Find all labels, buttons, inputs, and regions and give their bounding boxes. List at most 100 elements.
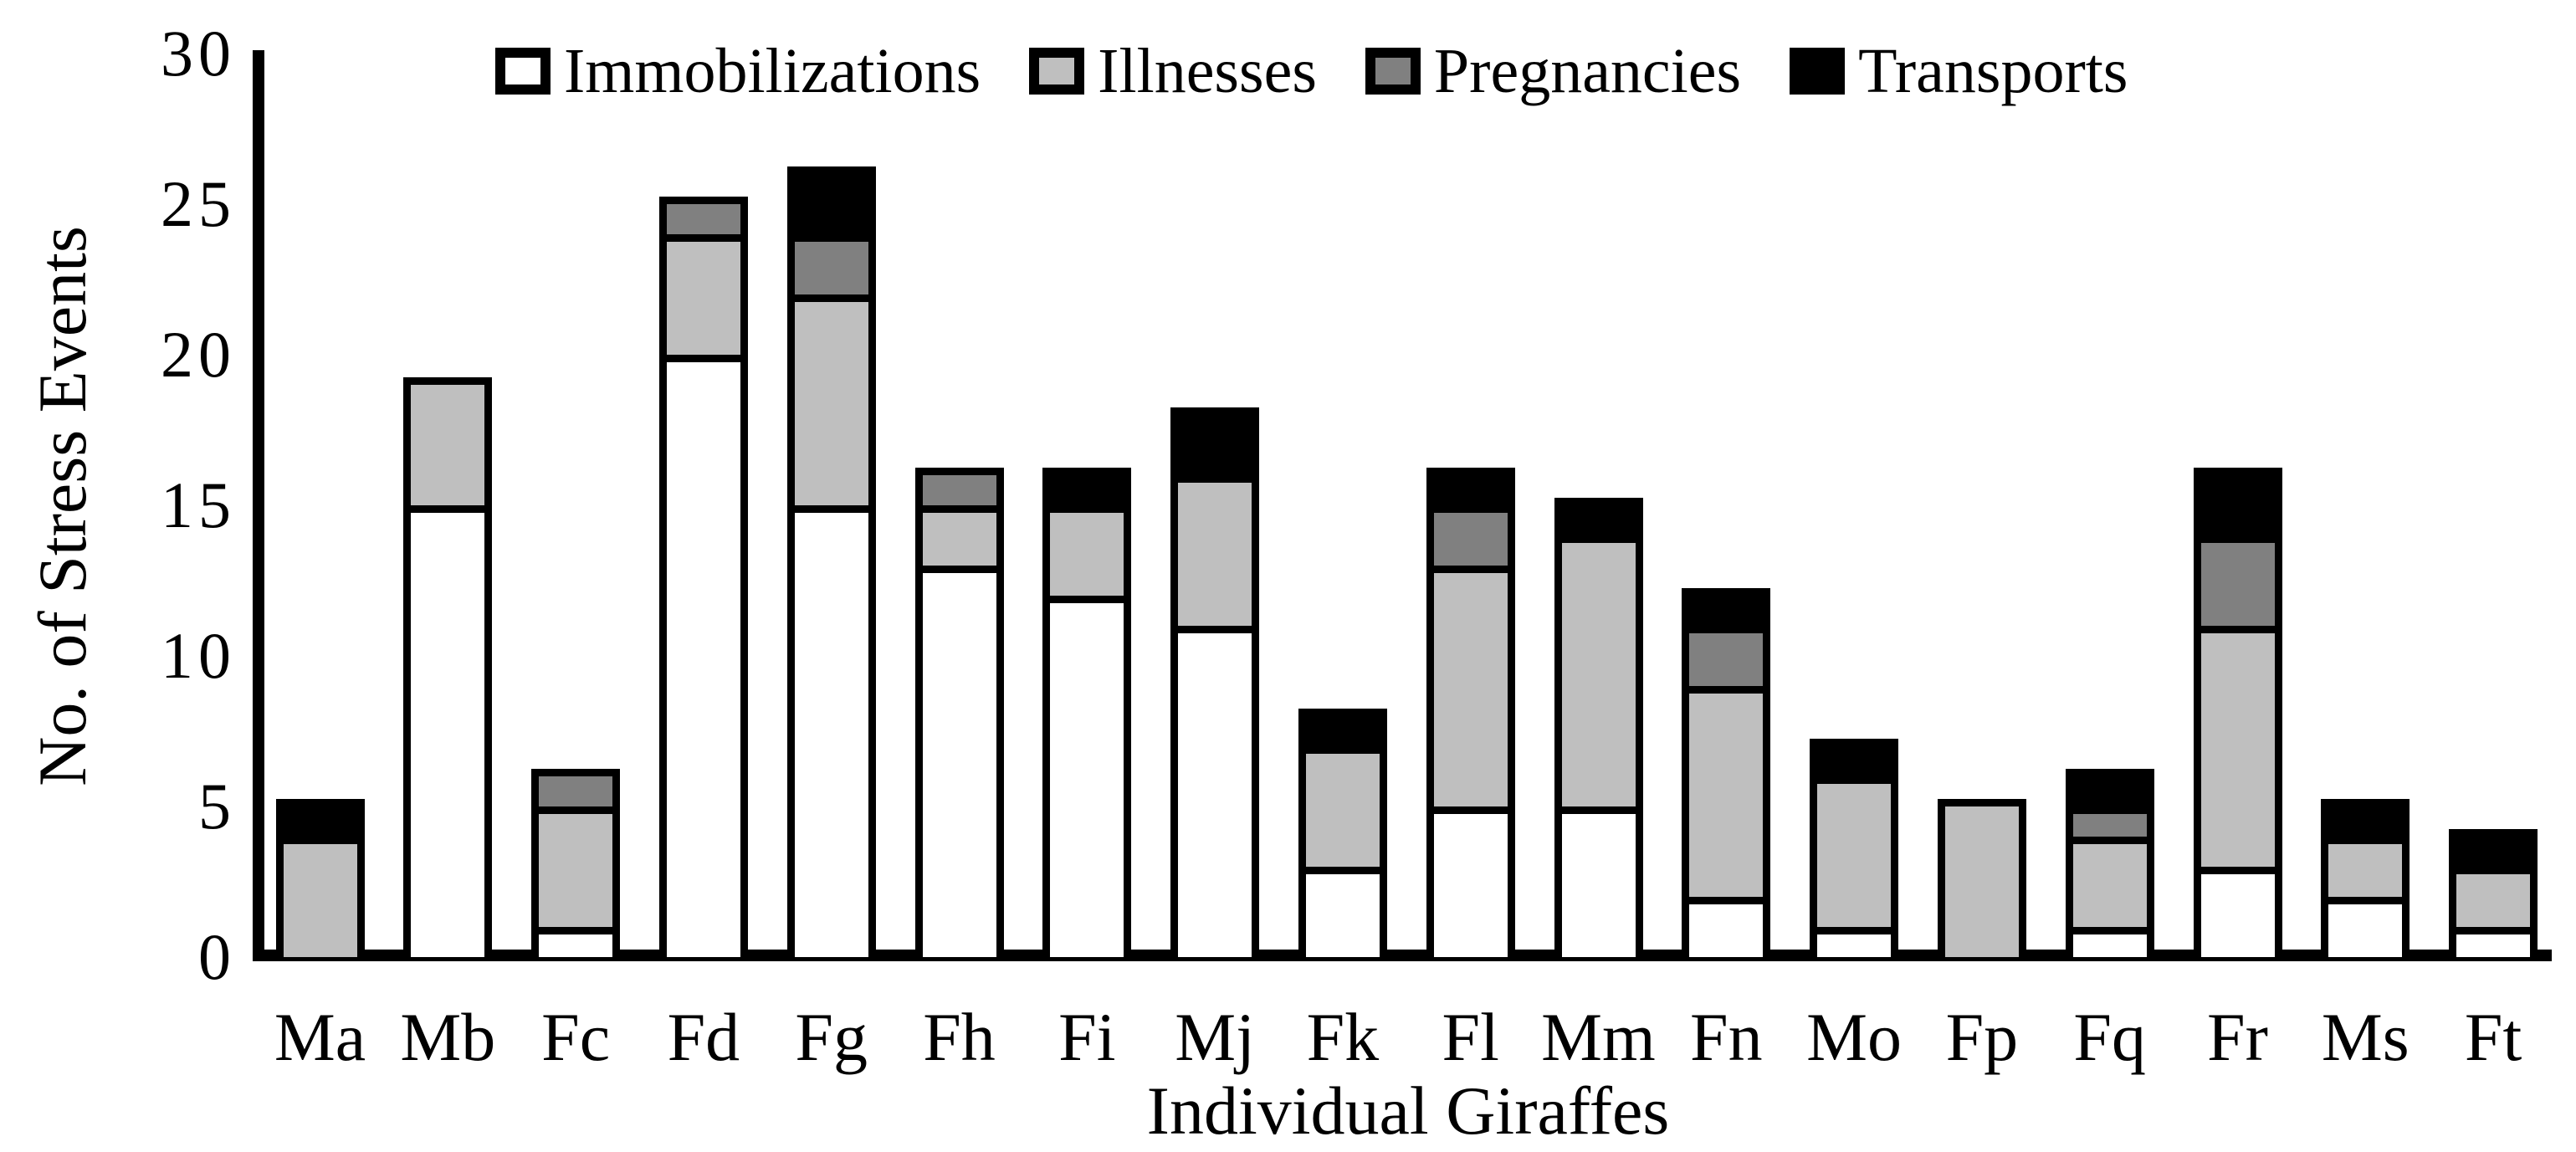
bar-Fc-segment-pregnancies [539, 769, 613, 806]
bar-Mo-segment-illnesses [1817, 776, 1892, 927]
bar-Fl [1426, 468, 1515, 957]
bar-Fc [531, 769, 621, 957]
bar-Mj-segment-immobilizations [1178, 626, 1252, 957]
bar-Ms-segment-illnesses [2328, 837, 2403, 897]
x-tick-Fh: Fh [923, 999, 996, 1075]
bar-Mj [1170, 407, 1260, 957]
bar-Mo-segment-immobilizations [1817, 927, 1892, 957]
bar-Fq-segment-transports [2072, 769, 2147, 806]
legend-swatch-illnesses [1029, 48, 1085, 95]
bar-Mm-segment-immobilizations [1561, 806, 1636, 957]
bar-Mm-segment-illnesses [1561, 535, 1636, 806]
x-tick-Fi: Fi [1058, 999, 1116, 1075]
bar-Fd-segment-illnesses [666, 234, 740, 355]
legend-label: Illnesses [1098, 36, 1317, 106]
x-tick-Fg: Fg [795, 999, 868, 1075]
y-tick-20: 20 [161, 318, 236, 391]
bar-Fd-segment-immobilizations [666, 355, 740, 957]
bar-Fh-segment-illnesses [922, 505, 996, 566]
bar-Fi-segment-immobilizations [1050, 596, 1124, 957]
y-tick-10: 10 [161, 619, 236, 692]
bar-Fg-segment-immobilizations [794, 505, 868, 957]
bar-Mj-segment-illnesses [1178, 475, 1252, 626]
legend-item-pregnancies: Pregnancies [1365, 33, 1741, 109]
x-tick-Fq: Fq [2073, 999, 2146, 1075]
legend-swatch-transports [1790, 48, 1846, 95]
x-tick-Mj: Mj [1175, 999, 1255, 1075]
x-tick-Fn: Fn [1689, 999, 1763, 1075]
y-axis-line [253, 50, 264, 961]
bar-Mo [1810, 739, 1899, 957]
x-tick-Fp: Fp [1945, 999, 2019, 1075]
bar-Fr-segment-immobilizations [2200, 867, 2275, 957]
y-tick-0: 0 [198, 920, 236, 993]
bar-Ma-segment-illnesses [283, 837, 357, 957]
bar-Mo-segment-transports [1817, 739, 1892, 776]
bar-Fn-segment-pregnancies [1689, 626, 1764, 686]
x-tick-Fd: Fd [667, 999, 740, 1075]
bar-Fd [658, 197, 748, 957]
bar-Fl-segment-pregnancies [1433, 505, 1508, 566]
bar-Ms-segment-transports [2328, 799, 2403, 837]
legend-label: Immobilizations [564, 36, 981, 106]
bar-Fr-segment-transports [2200, 468, 2275, 535]
bar-Fi-segment-transports [1050, 468, 1124, 505]
bar-Fk-segment-immobilizations [1305, 867, 1380, 957]
bar-Mb-segment-immobilizations [411, 505, 485, 957]
bar-Fk-segment-illnesses [1305, 746, 1380, 867]
bar-Fc-segment-immobilizations [539, 927, 613, 957]
bar-Fq-segment-immobilizations [2072, 927, 2147, 957]
bar-Fq-segment-illnesses [2072, 837, 2147, 927]
y-tick-5: 5 [198, 770, 236, 842]
legend-label: Transports [1858, 36, 2128, 106]
bar-Fr-segment-pregnancies [2200, 535, 2275, 626]
legend-item-immobilizations: Immobilizations [495, 33, 981, 109]
bar-Fl-segment-immobilizations [1433, 806, 1508, 957]
bar-Mb-segment-illnesses [411, 377, 485, 505]
legend-item-illnesses: Illnesses [1029, 33, 1317, 109]
bar-Ft [2449, 829, 2538, 957]
bar-Fn-segment-immobilizations [1689, 897, 1764, 957]
bar-Ft-segment-transports [2456, 829, 2531, 867]
bar-Fn-segment-illnesses [1689, 686, 1764, 897]
x-tick-Fl: Fl [1442, 999, 1499, 1075]
y-tick-30: 30 [161, 17, 236, 90]
bar-Ma [275, 799, 365, 957]
bar-Fg-segment-illnesses [794, 294, 868, 505]
legend-swatch-pregnancies [1365, 48, 1421, 95]
bar-Fp [1937, 799, 2026, 957]
bar-Ft-segment-illnesses [2456, 867, 2531, 927]
bar-Ma-segment-transports [283, 799, 357, 837]
x-tick-Ft: Ft [2464, 999, 2522, 1075]
bar-Fq [2065, 769, 2154, 957]
legend: Immobilizations Illnesses Pregnancies Trans… [495, 33, 2128, 109]
x-tick-Fc: Fc [541, 999, 611, 1075]
legend-item-transports: Transports [1790, 33, 2128, 109]
bar-Fk-segment-transports [1305, 709, 1380, 746]
bar-Fg-segment-transports [794, 166, 868, 234]
legend-label: Pregnancies [1433, 36, 1742, 106]
x-tick-Fr: Fr [2207, 999, 2268, 1075]
bar-Fd-segment-pregnancies [666, 197, 740, 234]
bar-Fg [786, 166, 876, 957]
bar-Fh-segment-pregnancies [922, 468, 996, 505]
bar-Mb [403, 377, 493, 957]
bar-Mj-segment-transports [1178, 407, 1252, 475]
bar-Fr-segment-illnesses [2200, 626, 2275, 867]
bar-Fg-segment-pregnancies [794, 234, 868, 294]
bar-Fh [914, 468, 1004, 957]
bar-Fq-segment-pregnancies [2072, 806, 2147, 837]
bar-Ms-segment-immobilizations [2328, 897, 2403, 957]
bar-Fk [1298, 709, 1387, 957]
legend-swatch-immobilizations [495, 48, 551, 95]
bar-Mm [1554, 498, 1643, 957]
y-tick-25: 25 [161, 167, 236, 240]
bar-Fh-segment-immobilizations [922, 566, 996, 957]
bar-Fl-segment-transports [1433, 468, 1508, 505]
x-tick-Mo: Mo [1806, 999, 1903, 1075]
bar-Fi [1042, 468, 1132, 957]
bar-Fi-segment-illnesses [1050, 505, 1124, 596]
x-tick-Ma: Ma [274, 999, 366, 1075]
bar-Fn-segment-transports [1689, 588, 1764, 626]
